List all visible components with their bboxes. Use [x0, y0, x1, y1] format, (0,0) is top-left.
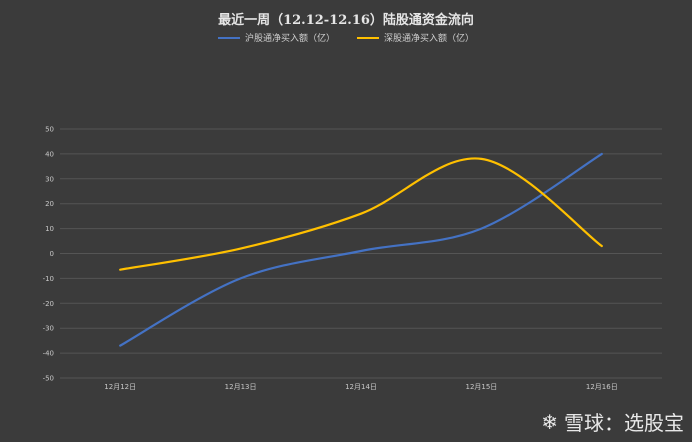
y-tick-label-1: 40: [45, 150, 54, 158]
y-axis-tick-labels: 50 40 30 20 10 0 -10 -20 -30 -40 -50: [43, 126, 54, 383]
x-tick-label-0: 12月12日: [104, 383, 136, 391]
series-line-0: [119, 152, 603, 347]
y-tick-label-8: -30: [43, 325, 54, 333]
legend-label-sh: 沪股通净买入额（亿）: [244, 34, 335, 44]
y-tick-label-10: -50: [43, 375, 54, 383]
chart-title: 最近一周（12.12-12.16）陆股通资金流向: [218, 13, 474, 28]
grid-lines: [60, 128, 662, 379]
x-tick-label-4: 12月16日: [586, 383, 618, 391]
y-tick-label-0: 50: [45, 126, 54, 134]
series-line-1: [119, 157, 603, 271]
snowball-logo-icon: ❄: [541, 409, 558, 434]
watermark-text: 雪球：选股宝: [564, 411, 684, 435]
legend-swatch-sh: [217, 36, 240, 39]
legend-item-sz: 深股通净买入额（亿）: [357, 31, 474, 44]
x-tick-label-1: 12月13日: [225, 383, 257, 391]
y-tick-label-6: -10: [43, 275, 54, 283]
legend: 沪股通净买入额（亿） 深股通净买入额（亿）: [0, 31, 692, 44]
legend-swatch-sz: [357, 36, 379, 39]
y-tick-label-2: 30: [45, 175, 54, 183]
x-axis-tick-labels: 12月12日 12月13日 12月14日 12月15日 12月16日: [104, 383, 617, 391]
legend-item-sh: 沪股通净买入额（亿）: [217, 31, 335, 44]
x-tick-label-3: 12月15日: [465, 383, 497, 391]
y-tick-label-3: 20: [45, 200, 54, 208]
y-tick-label-5: 0: [50, 250, 54, 258]
y-tick-label-7: -20: [43, 300, 54, 308]
y-tick-label-9: -40: [43, 350, 54, 358]
legend-label-sz: 深股通净买入额（亿）: [384, 34, 475, 44]
x-tick-label-2: 12月14日: [345, 383, 377, 391]
series-lines: [119, 152, 603, 347]
y-tick-label-4: 10: [45, 225, 54, 233]
watermark: ❄ 雪球：选股宝: [541, 407, 684, 436]
